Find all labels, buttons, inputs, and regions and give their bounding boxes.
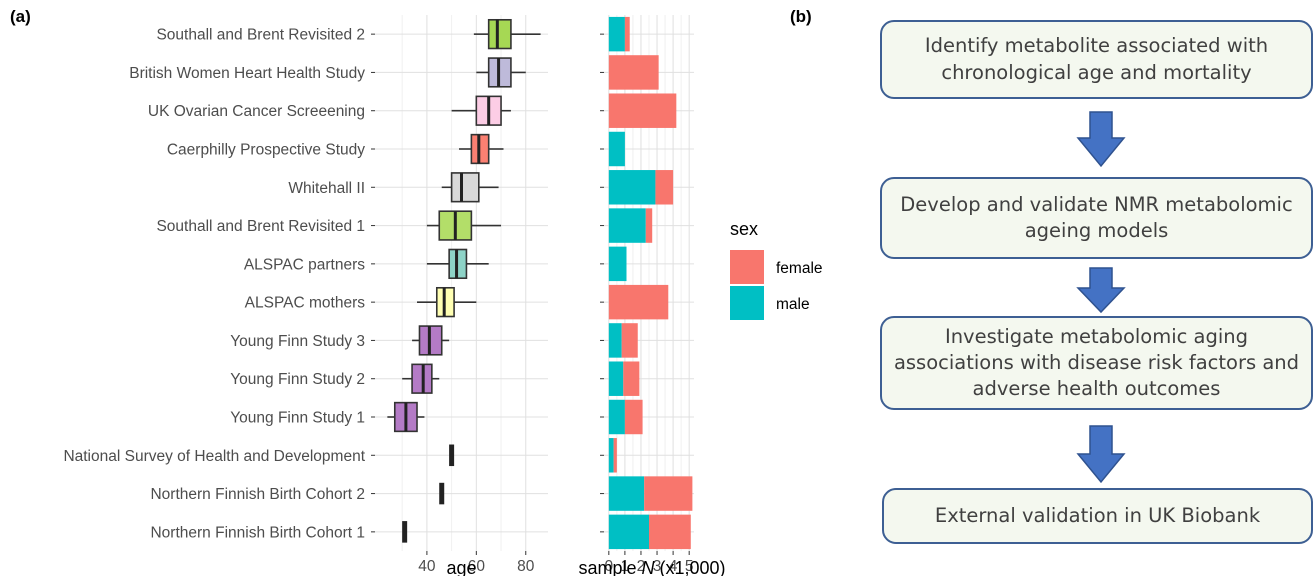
n-bar-male-6 <box>608 246 627 282</box>
age-box-9 <box>402 363 440 394</box>
n-bar-male-0 <box>608 16 625 52</box>
flow-step-4: External validation in UK Biobank <box>882 488 1313 544</box>
category-label: Southall and Brent Revisited 1 <box>156 218 365 235</box>
age-box-13 <box>402 521 408 543</box>
age-box-10 <box>387 401 425 433</box>
age-box-8 <box>412 325 450 356</box>
legend-swatch-male <box>730 286 764 320</box>
n-bar-female-0 <box>624 16 630 52</box>
n-bar-female-10 <box>624 399 643 435</box>
n-bar-male-9 <box>608 361 624 396</box>
category-label: ALSPAC partners <box>244 256 365 273</box>
age-box-5 <box>426 210 502 241</box>
n-x-tick-label: 0 <box>605 558 614 575</box>
age-marker-12 <box>439 482 445 505</box>
n-bar-female-9 <box>623 361 640 396</box>
legend-label-female: female <box>776 260 823 277</box>
n-x-tick-label: 3 <box>653 558 662 575</box>
age-box-11 <box>449 444 455 467</box>
age-box-7 <box>417 286 477 318</box>
age-iqr-0 <box>487 18 512 50</box>
flow-arrow-1 <box>1076 111 1126 168</box>
age-x-tick-label: 40 <box>418 558 436 575</box>
age-box-12 <box>439 482 445 505</box>
legend-label-male: male <box>776 296 810 313</box>
category-label: Young Finn Study 2 <box>230 371 365 388</box>
n-bar-female-13 <box>649 514 691 550</box>
flow-step-3: Investigate metabolomic aging associatio… <box>880 316 1313 410</box>
flow-step-1-text: Identify metabolite associated with chro… <box>924 34 1269 84</box>
flow-step-4-text: External validation in UK Biobank <box>934 503 1261 527</box>
n-bar-male-11 <box>608 438 614 473</box>
age-marker-11 <box>449 444 455 467</box>
flow-step-2-text: Develop and validate NMR metabolomic age… <box>900 192 1293 242</box>
flow-arrow-2 <box>1076 267 1126 314</box>
n-x-tick-label: 2 <box>637 558 646 575</box>
n-axis-title-suffix: (x1,000) <box>654 558 725 576</box>
flow-arrow-3 <box>1076 425 1126 484</box>
n-bar-female-12 <box>644 476 693 511</box>
n-x-tick-label: 1 <box>621 558 630 575</box>
category-label: National Survey of Health and Developmen… <box>63 448 365 465</box>
n-x-tick-label: 5 <box>685 558 694 575</box>
n-bar-male-5 <box>608 208 646 243</box>
panel-b-label: (b) <box>790 7 812 26</box>
n-bar-male-8 <box>608 323 622 358</box>
age-box-2 <box>451 95 511 126</box>
age-x-tick-label: 60 <box>468 558 486 575</box>
age-x-tick-label: 80 <box>517 558 535 575</box>
age-box-0 <box>473 18 541 50</box>
n-bar-female-5 <box>645 208 653 243</box>
category-label: UK Ovarian Cancer Screeening <box>148 103 365 120</box>
age-box-6 <box>426 248 489 280</box>
category-label: Caerphilly Prospective Study <box>167 142 365 159</box>
category-label: Northern Finnish Birth Cohort 1 <box>150 524 365 541</box>
legend-swatch-female <box>730 250 764 284</box>
n-axis-title-italic: N <box>641 558 655 576</box>
n-bar-male-12 <box>608 476 645 511</box>
n-bar-female-8 <box>621 323 638 358</box>
category-label: Southall and Brent Revisited 2 <box>156 27 365 44</box>
n-bar-male-4 <box>608 170 656 205</box>
legend-title: sex <box>730 219 758 239</box>
category-label: Young Finn Study 1 <box>230 410 365 427</box>
age-box-4 <box>441 172 499 203</box>
category-label: Whitehall II <box>288 180 365 197</box>
n-bar-female-1 <box>608 55 659 90</box>
age-axis-title: age <box>446 558 476 576</box>
n-x-tick-label: 4 <box>669 558 678 575</box>
category-label: Northern Finnish Birth Cohort 2 <box>150 486 365 503</box>
age-box-3 <box>459 133 504 165</box>
n-bar-female-11 <box>613 438 617 473</box>
age-box-1 <box>476 57 526 88</box>
flow-step-2: Develop and validate NMR metabolomic age… <box>880 177 1313 259</box>
n-axis-title: sample N (x1,000) <box>578 558 725 576</box>
age-iqr-4 <box>450 172 480 203</box>
n-axis-title-prefix: sample <box>578 558 641 576</box>
flow-step-1: Identify metabolite associated with chro… <box>880 20 1313 99</box>
category-label: British Women Heart Health Study <box>129 65 365 82</box>
n-bar-male-3 <box>608 131 625 167</box>
n-bar-female-7 <box>608 284 669 320</box>
n-bar-male-13 <box>608 514 649 550</box>
n-bar-female-4 <box>655 170 674 205</box>
n-bar-male-10 <box>608 399 625 435</box>
category-label: Young Finn Study 3 <box>230 333 365 350</box>
category-label: ALSPAC mothers <box>245 295 366 312</box>
flow-step-3-text: Investigate metabolomic aging associatio… <box>893 324 1300 401</box>
panel-a-label: (a) <box>10 7 31 26</box>
n-bar-female-2 <box>608 93 677 128</box>
age-marker-13 <box>402 521 408 543</box>
